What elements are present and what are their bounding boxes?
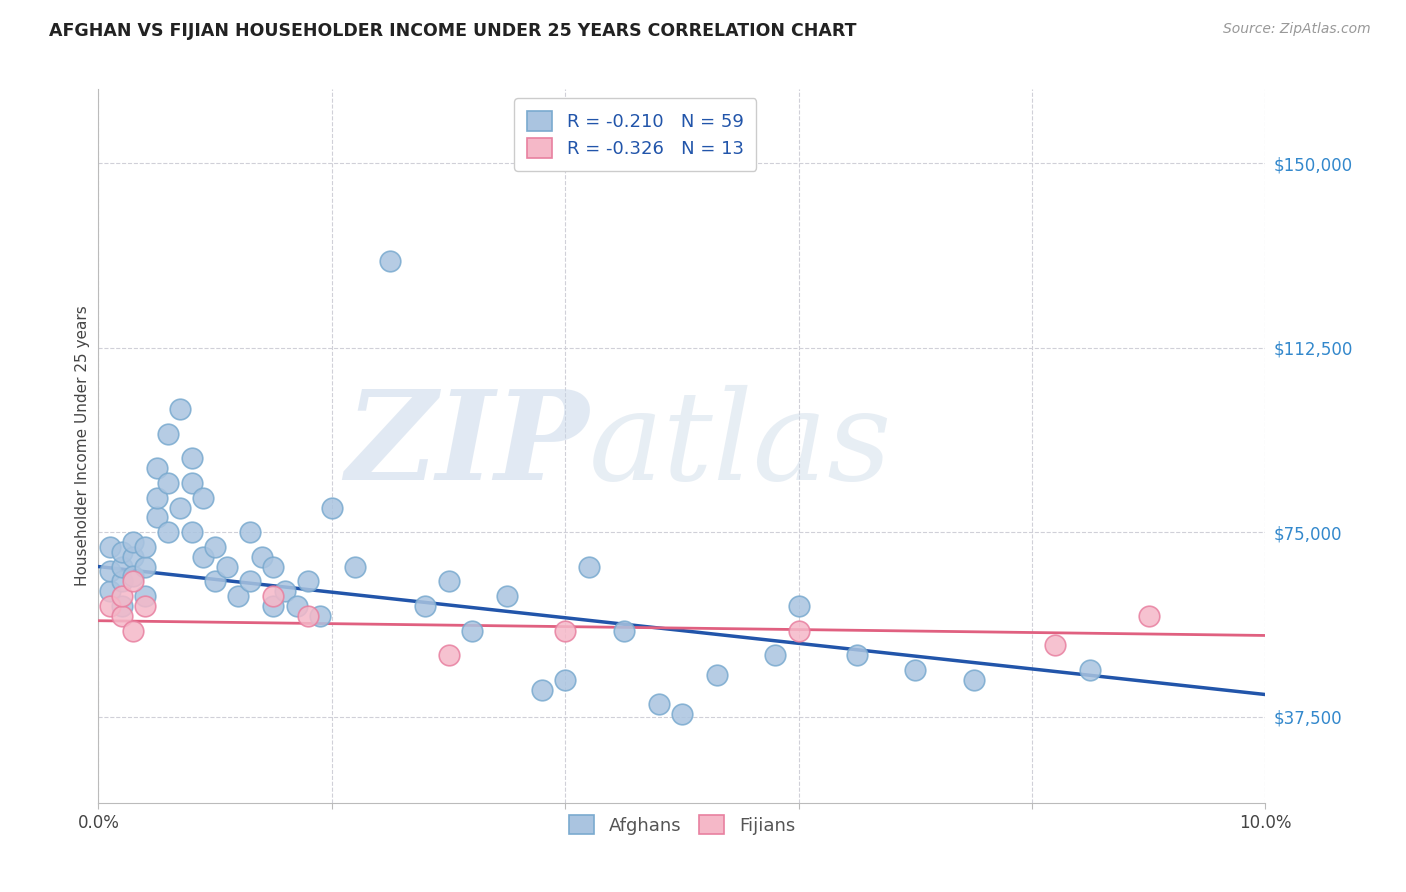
Point xyxy=(169,500,191,515)
Point xyxy=(437,648,460,662)
Point xyxy=(413,599,436,613)
Point xyxy=(437,574,460,589)
Point xyxy=(204,540,226,554)
Point xyxy=(380,254,402,268)
Point xyxy=(169,402,191,417)
Point xyxy=(285,599,308,613)
Point xyxy=(146,461,169,475)
Point xyxy=(554,624,576,638)
Point xyxy=(157,475,180,490)
Point xyxy=(554,673,576,687)
Point xyxy=(215,559,238,574)
Point xyxy=(612,624,634,638)
Point xyxy=(904,663,927,677)
Point xyxy=(157,426,180,441)
Point xyxy=(193,549,215,564)
Point xyxy=(134,599,156,613)
Point xyxy=(706,668,728,682)
Point xyxy=(671,707,693,722)
Point xyxy=(122,569,145,583)
Point xyxy=(250,549,273,564)
Point xyxy=(578,559,600,574)
Text: Source: ZipAtlas.com: Source: ZipAtlas.com xyxy=(1223,22,1371,37)
Point xyxy=(530,682,553,697)
Point xyxy=(496,589,519,603)
Point xyxy=(111,559,134,574)
Point xyxy=(1137,608,1160,623)
Point xyxy=(1080,663,1102,677)
Point xyxy=(98,540,121,554)
Point xyxy=(262,589,284,603)
Point xyxy=(297,574,319,589)
Point xyxy=(134,559,156,574)
Point xyxy=(111,599,134,613)
Point xyxy=(146,491,169,505)
Point xyxy=(193,491,215,505)
Point xyxy=(111,574,134,589)
Legend: Afghans, Fijians: Afghans, Fijians xyxy=(560,805,804,844)
Point xyxy=(297,608,319,623)
Point xyxy=(122,535,145,549)
Text: ZIP: ZIP xyxy=(344,385,589,507)
Point xyxy=(204,574,226,589)
Point xyxy=(157,525,180,540)
Point xyxy=(122,574,145,589)
Point xyxy=(146,510,169,524)
Point xyxy=(111,608,134,623)
Point xyxy=(228,589,250,603)
Point xyxy=(111,589,134,603)
Point xyxy=(180,451,202,466)
Point xyxy=(962,673,984,687)
Text: atlas: atlas xyxy=(589,385,891,507)
Point xyxy=(98,599,121,613)
Point xyxy=(262,599,284,613)
Text: AFGHAN VS FIJIAN HOUSEHOLDER INCOME UNDER 25 YEARS CORRELATION CHART: AFGHAN VS FIJIAN HOUSEHOLDER INCOME UNDE… xyxy=(49,22,856,40)
Point xyxy=(122,549,145,564)
Point xyxy=(98,565,121,579)
Point xyxy=(344,559,367,574)
Point xyxy=(239,574,262,589)
Point xyxy=(180,475,202,490)
Point xyxy=(122,624,145,638)
Point xyxy=(262,559,284,574)
Point xyxy=(321,500,343,515)
Y-axis label: Householder Income Under 25 years: Householder Income Under 25 years xyxy=(75,306,90,586)
Point xyxy=(180,525,202,540)
Point xyxy=(98,584,121,599)
Point xyxy=(309,608,332,623)
Point xyxy=(787,599,810,613)
Point xyxy=(134,589,156,603)
Point xyxy=(111,545,134,559)
Point xyxy=(763,648,786,662)
Point xyxy=(461,624,484,638)
Point xyxy=(647,698,669,712)
Point xyxy=(846,648,869,662)
Point xyxy=(274,584,297,599)
Point xyxy=(134,540,156,554)
Point xyxy=(787,624,810,638)
Point xyxy=(239,525,262,540)
Point xyxy=(1045,638,1067,652)
